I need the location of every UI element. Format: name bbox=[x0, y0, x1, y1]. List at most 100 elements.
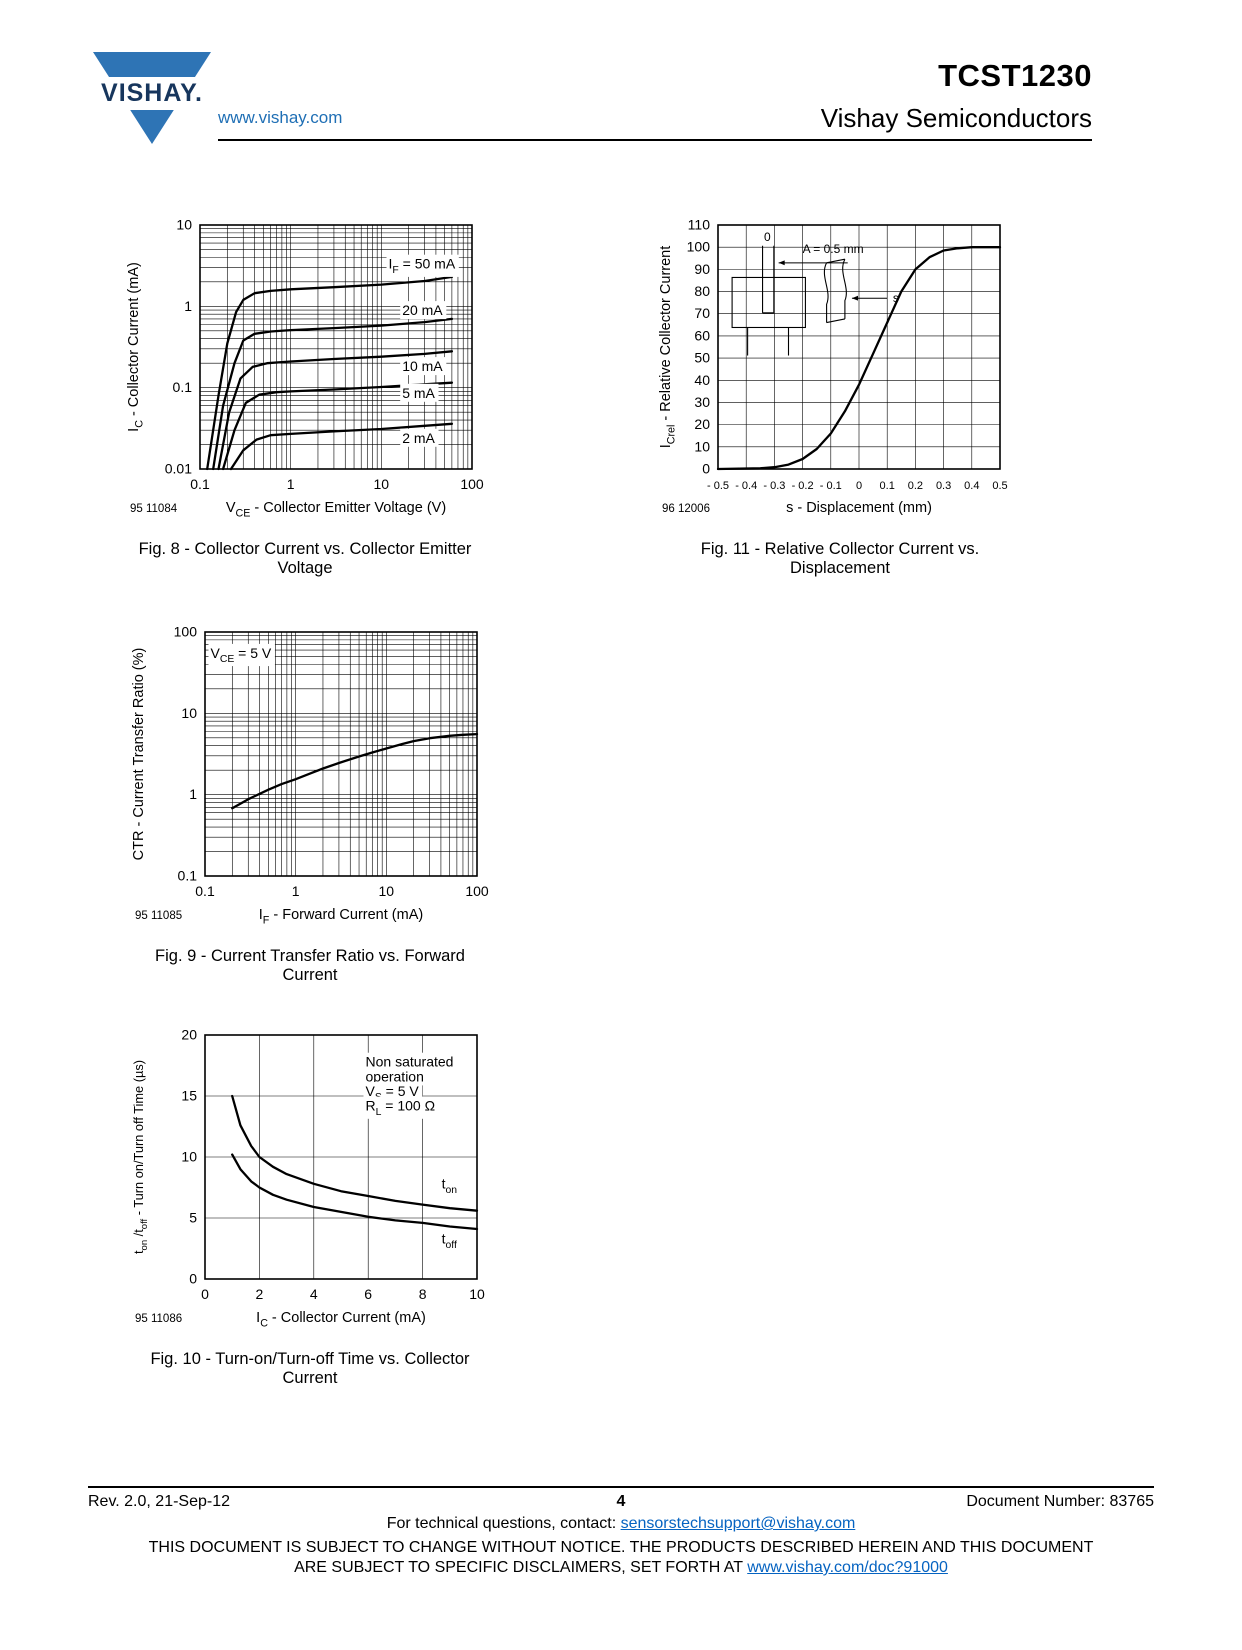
svg-text:0.4: 0.4 bbox=[964, 480, 979, 492]
contact-line: For technical questions, contact: sensor… bbox=[0, 1515, 1242, 1533]
svg-text:IF = 50 mA: IF = 50 mA bbox=[389, 256, 456, 276]
footer-row: Rev. 2.0, 21-Sep-12 4 Document Number: 8… bbox=[88, 1493, 1154, 1513]
svg-text:IF - Forward Current (mA): IF - Forward Current (mA) bbox=[259, 907, 423, 926]
svg-text:96 12006: 96 12006 bbox=[662, 503, 710, 515]
contact-email-link[interactable]: sensorstechsupport@vishay.com bbox=[620, 1515, 856, 1532]
svg-text:20 mA: 20 mA bbox=[402, 302, 443, 318]
page-number: 4 bbox=[616, 1493, 626, 1510]
svg-text:60: 60 bbox=[694, 327, 710, 343]
svg-text:- 0.5: - 0.5 bbox=[707, 480, 729, 492]
svg-text:RL = 100 Ω: RL = 100 Ω bbox=[366, 1098, 436, 1118]
svg-text:110: 110 bbox=[688, 217, 711, 233]
svg-text:30: 30 bbox=[694, 394, 710, 410]
svg-text:1: 1 bbox=[189, 786, 197, 802]
svg-text:ICrel - Relative Collector Cur: ICrel - Relative Collector Current bbox=[658, 246, 677, 449]
fig8-caption: Fig. 8 - Collector Current vs. Collector… bbox=[138, 540, 472, 577]
svg-text:s - Displacement (mm): s - Displacement (mm) bbox=[786, 500, 932, 516]
disclaimer-prefix: ARE SUBJECT TO SPECIFIC DISCLAIMERS, SET… bbox=[294, 1559, 748, 1576]
svg-text:Non saturated: Non saturated bbox=[366, 1054, 454, 1070]
website-link[interactable]: www.vishay.com bbox=[218, 108, 343, 127]
part-number: TCST1230 bbox=[938, 58, 1092, 93]
svg-text:10: 10 bbox=[469, 1286, 485, 1302]
svg-text:0.1: 0.1 bbox=[178, 868, 198, 884]
svg-text:95 11084: 95 11084 bbox=[130, 503, 178, 515]
svg-text:6: 6 bbox=[364, 1286, 372, 1302]
svg-text:0: 0 bbox=[189, 1271, 197, 1287]
svg-text:0: 0 bbox=[702, 461, 710, 477]
vishay-logo: VISHAY. bbox=[88, 52, 216, 144]
svg-text:10: 10 bbox=[374, 476, 390, 492]
svg-text:2 mA: 2 mA bbox=[402, 430, 435, 446]
svg-text:10 mA: 10 mA bbox=[402, 358, 443, 374]
svg-text:10: 10 bbox=[181, 705, 197, 721]
svg-text:0.5: 0.5 bbox=[992, 480, 1007, 492]
svg-text:100: 100 bbox=[460, 476, 484, 492]
svg-text:5: 5 bbox=[189, 1210, 197, 1226]
svg-text:0.1: 0.1 bbox=[190, 476, 210, 492]
svg-text:15: 15 bbox=[181, 1088, 197, 1104]
header-rule bbox=[218, 139, 1092, 141]
svg-text:10: 10 bbox=[379, 883, 395, 899]
revision-text: Rev. 2.0, 21-Sep-12 bbox=[88, 1493, 231, 1510]
svg-text:70: 70 bbox=[694, 305, 710, 321]
fig9-chart: VCE = 5 V 0.1 1 10 100 0.1 1 10 100 IF - Forward … bbox=[131, 624, 489, 927]
figure-8: IF = 50 mA 20 mA 10 mA 5 mA 2 mA 0.1 1 10 100 0.0… bbox=[122, 209, 488, 578]
svg-text:0: 0 bbox=[201, 1286, 209, 1302]
figure-9: VCE = 5 V 0.1 1 10 100 0.1 1 10 100 IF - Forward … bbox=[127, 616, 493, 985]
svg-text:90: 90 bbox=[694, 261, 710, 277]
document-number: Document Number: 83765 bbox=[966, 1493, 1154, 1510]
svg-text:- 0.4: - 0.4 bbox=[735, 480, 757, 492]
svg-text:s: s bbox=[893, 291, 899, 305]
svg-text:2: 2 bbox=[256, 1286, 264, 1302]
division-name: Vishay Semiconductors bbox=[820, 103, 1092, 133]
fig9-caption: Fig. 9 - Current Transfer Ratio vs. Forw… bbox=[155, 947, 465, 984]
svg-text:CTR - Current Transfer Ratio (: CTR - Current Transfer Ratio (%) bbox=[131, 648, 147, 861]
svg-text:VCE - Collector Emitter Voltag: VCE - Collector Emitter Voltage (V) bbox=[226, 500, 446, 519]
svg-text:10: 10 bbox=[176, 217, 192, 233]
svg-text:ton /toff - Turn on/Turn off T: ton /toff - Turn on/Turn off Time (µs) bbox=[131, 1060, 150, 1254]
svg-text:20: 20 bbox=[694, 416, 710, 432]
svg-text:0: 0 bbox=[856, 480, 862, 492]
svg-text:50: 50 bbox=[694, 350, 710, 366]
svg-text:0.1: 0.1 bbox=[880, 480, 895, 492]
figure-10: Non saturatedoperationVS = 5 VRL = 100 Ω… bbox=[127, 1019, 493, 1388]
svg-text:8: 8 bbox=[419, 1286, 427, 1302]
svg-text:0.1: 0.1 bbox=[195, 883, 215, 899]
svg-text:5 mA: 5 mA bbox=[402, 385, 435, 401]
fig11-caption: Fig. 11 - Relative Collector Current vs.… bbox=[700, 540, 980, 577]
svg-text:95 11086: 95 11086 bbox=[135, 1313, 182, 1325]
fig10-chart: Non saturatedoperationVS = 5 VRL = 100 Ω… bbox=[131, 1027, 485, 1330]
contact-prefix: For technical questions, contact: bbox=[386, 1515, 621, 1532]
disclaimer-doc-link[interactable]: www.vishay.com/doc?91000 bbox=[747, 1559, 948, 1576]
svg-text:0.3: 0.3 bbox=[936, 480, 951, 492]
svg-text:100: 100 bbox=[687, 239, 711, 255]
svg-text:IC - Collector Current (mA): IC - Collector Current (mA) bbox=[256, 1310, 426, 1329]
fig10-caption: Fig. 10 - Turn-on/Turn-off Time vs. Coll… bbox=[150, 1350, 470, 1387]
svg-text:- 0.1: - 0.1 bbox=[820, 480, 842, 492]
svg-text:- 0.3: - 0.3 bbox=[763, 480, 785, 492]
disclaimer-line-1: THIS DOCUMENT IS SUBJECT TO CHANGE WITHO… bbox=[148, 1539, 1094, 1556]
svg-text:80: 80 bbox=[694, 283, 710, 299]
svg-text:0: 0 bbox=[764, 230, 771, 244]
vishay-wordmark: VISHAY. bbox=[88, 77, 216, 110]
svg-text:VCE = 5 V: VCE = 5 V bbox=[211, 645, 272, 665]
disclaimer-line-2: ARE SUBJECT TO SPECIFIC DISCLAIMERS, SET… bbox=[0, 1559, 1242, 1577]
svg-text:4: 4 bbox=[310, 1286, 318, 1302]
svg-text:100: 100 bbox=[174, 624, 198, 640]
svg-text:0.01: 0.01 bbox=[165, 461, 192, 477]
svg-text:95 11085: 95 11085 bbox=[135, 910, 182, 922]
svg-text:10: 10 bbox=[694, 438, 710, 454]
fig8-chart: IF = 50 mA 20 mA 10 mA 5 mA 2 mA 0.1 1 10 100 0.0… bbox=[126, 217, 484, 520]
svg-text:1: 1 bbox=[287, 476, 295, 492]
svg-text:ton: ton bbox=[442, 1176, 458, 1196]
svg-text:toff: toff bbox=[442, 1231, 457, 1251]
svg-text:IC - Collector Current (mA): IC - Collector Current (mA) bbox=[126, 262, 145, 432]
svg-text:0.2: 0.2 bbox=[908, 480, 923, 492]
footer-rule bbox=[88, 1486, 1154, 1488]
svg-text:0.1: 0.1 bbox=[173, 379, 193, 395]
figure-11: 0 A = 0.5 mm s - 0.5 - 0.4 - 0.3 - 0.2 - 0.1 0 0.… bbox=[654, 209, 1026, 578]
svg-text:operation: operation bbox=[366, 1068, 424, 1084]
svg-text:1: 1 bbox=[292, 883, 300, 899]
svg-text:1: 1 bbox=[184, 298, 192, 314]
